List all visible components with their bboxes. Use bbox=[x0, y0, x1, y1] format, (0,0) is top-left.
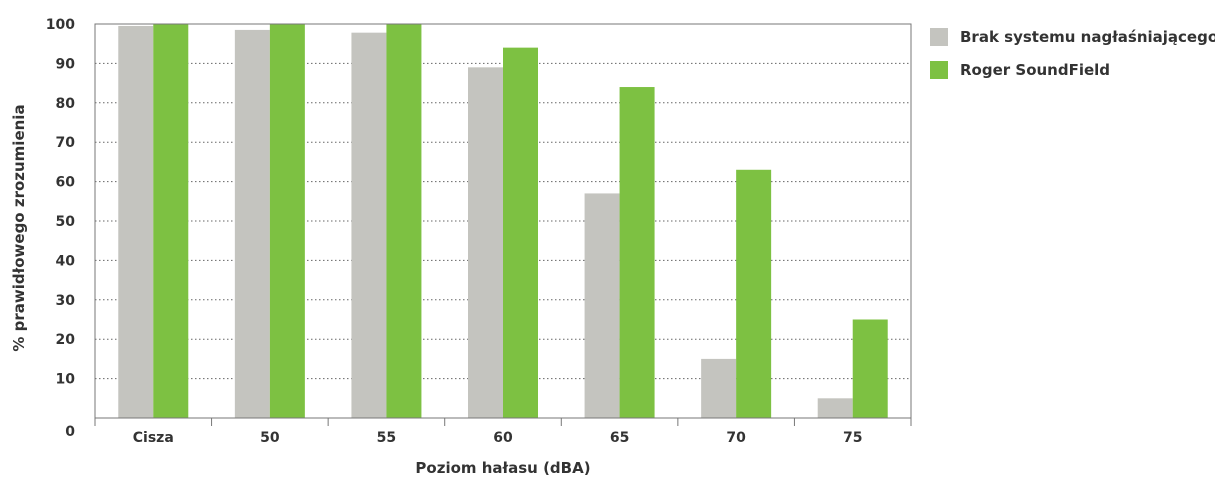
bar-roger-soundfield bbox=[619, 87, 655, 418]
x-tick-label: 75 bbox=[843, 430, 862, 446]
bar-roger-soundfield bbox=[736, 169, 772, 418]
y-tick-label: 90 bbox=[56, 56, 76, 72]
bar-roger-soundfield bbox=[503, 47, 538, 418]
bar-roger-soundfield bbox=[153, 24, 189, 418]
bar-roger-soundfield bbox=[852, 319, 888, 418]
bars bbox=[118, 24, 888, 418]
bar-roger-soundfield bbox=[386, 24, 422, 418]
y-tick-label: 100 bbox=[46, 17, 75, 33]
x-tick-label: 50 bbox=[260, 430, 280, 446]
legend-label-roger-soundfield: Roger SoundField bbox=[960, 61, 1111, 79]
x-tick-label: 55 bbox=[377, 430, 396, 446]
legend-item-roger-soundfield: Roger SoundField bbox=[930, 59, 1215, 81]
bar-no-system bbox=[584, 193, 620, 418]
x-tick-label: 60 bbox=[493, 430, 513, 446]
y-tick-label: 0 bbox=[65, 424, 75, 440]
y-axis-title: % prawidłowego zrozumienia bbox=[10, 104, 28, 351]
bar-roger-soundfield bbox=[269, 24, 305, 418]
legend-item-no-system: Brak systemu nagłaśniającego bbox=[930, 26, 1215, 48]
legend-swatch-no-system bbox=[930, 28, 948, 46]
x-tick-label: 70 bbox=[726, 430, 746, 446]
x-tick-label: 65 bbox=[610, 430, 629, 446]
bar-no-system bbox=[118, 25, 154, 418]
y-tick-label: 70 bbox=[56, 135, 76, 151]
plot-frame bbox=[94, 23, 912, 419]
y-tick-label: 30 bbox=[56, 293, 76, 309]
legend-label-no-system: Brak systemu nagłaśniającego bbox=[960, 28, 1215, 46]
y-tick-label: 10 bbox=[56, 372, 76, 388]
legend: Brak systemu nagłaśniającego Roger Sound… bbox=[930, 26, 1215, 92]
y-tick-label: 80 bbox=[56, 96, 76, 112]
axes bbox=[94, 23, 912, 426]
bar-no-system bbox=[817, 398, 853, 418]
bar-no-system bbox=[701, 358, 737, 418]
y-tick-label: 60 bbox=[56, 175, 76, 191]
bar-no-system bbox=[351, 32, 387, 418]
bar-no-system bbox=[468, 67, 503, 418]
bar-no-system bbox=[234, 29, 270, 418]
y-tick-label: 20 bbox=[56, 332, 76, 348]
tick-labels: 0 10 20 30 40 50 60 70 80 90 100 Cisza 50 55 60 65 70 75 bbox=[46, 17, 863, 446]
legend-swatch-roger-soundfield bbox=[930, 61, 948, 79]
x-axis-title: Poziom hałasu (dBA) bbox=[415, 459, 590, 477]
y-tick-label: 40 bbox=[56, 253, 76, 269]
x-tick-label: Cisza bbox=[133, 430, 174, 446]
y-tick-label: 50 bbox=[56, 214, 76, 230]
